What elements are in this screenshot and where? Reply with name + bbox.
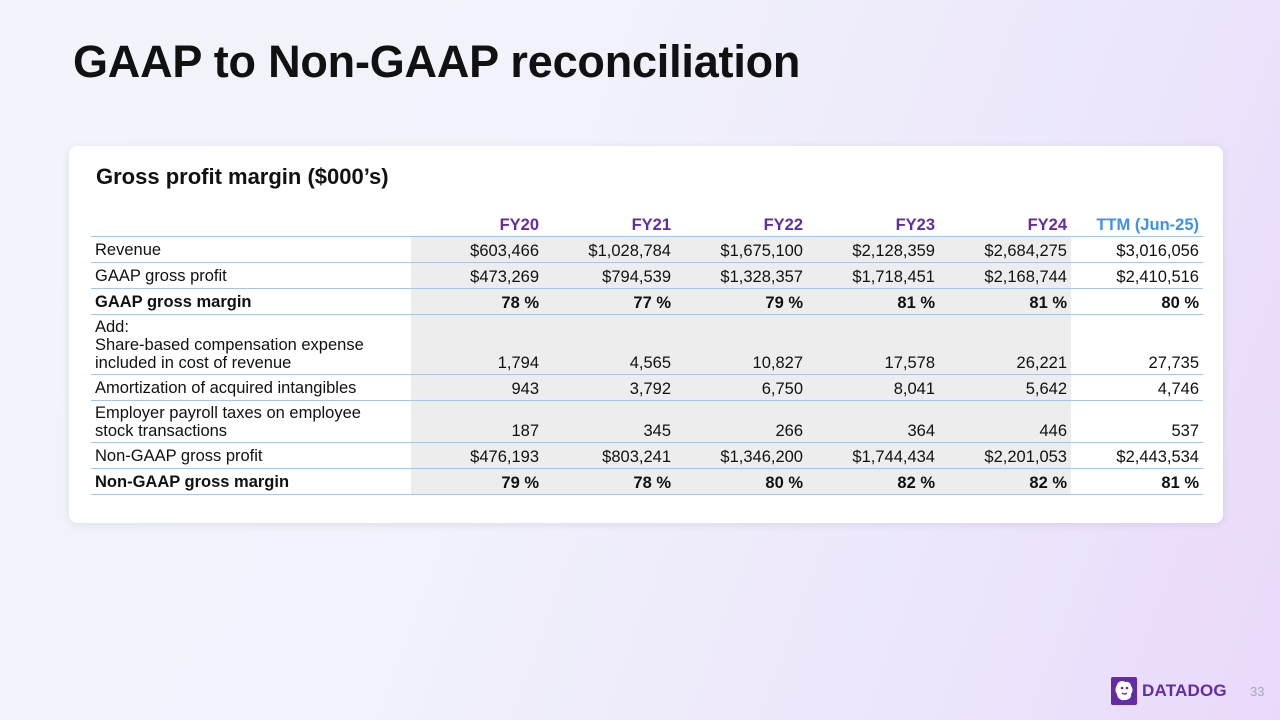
row-label: Add: Share-based compensation expense in… [91,314,411,375]
column-header-fy23: FY23 [895,216,935,234]
datadog-dog-icon [1111,677,1137,705]
datadog-wordmark: DATADOG [1142,681,1227,700]
value-cell: $476,193 [411,442,543,469]
value-cell: 79 % [411,468,543,495]
reconciliation-card: Gross profit margin ($000’s) FY20 FY21 F… [69,146,1223,523]
value-cell: 364 [807,400,939,443]
value-cell: $2,128,359 [807,236,939,263]
value-cell: 6,750 [675,374,807,401]
value-cell: 26,221 [939,314,1071,375]
row-label: Employer payroll taxes on employee stock… [91,400,411,443]
table-row-amortization: Amortization of acquired intangibles 943… [91,374,1203,401]
value-cell: $2,684,275 [939,236,1071,263]
value-cell: 80 % [1071,288,1203,315]
value-cell: 4,746 [1071,374,1203,401]
table-row-revenue: Revenue $603,466 $1,028,784 $1,675,100 $… [91,236,1203,263]
value-cell: $603,466 [411,236,543,263]
value-cell: $2,201,053 [939,442,1071,469]
value-cell: $1,744,434 [807,442,939,469]
value-cell: 81 % [939,288,1071,315]
value-cell: $1,328,357 [675,262,807,289]
table-row-gaap-gross-margin: GAAP gross margin 78 % 77 % 79 % 81 % 81… [91,288,1203,315]
value-cell: 81 % [807,288,939,315]
value-cell: 5,642 [939,374,1071,401]
row-label: Amortization of acquired intangibles [91,374,411,401]
value-cell: 27,735 [1071,314,1203,375]
value-cell: 537 [1071,400,1203,443]
table-row-non-gaap-gross-margin: Non-GAAP gross margin 79 % 78 % 80 % 82 … [91,468,1203,495]
value-cell: 80 % [675,468,807,495]
value-cell: 345 [543,400,675,443]
datadog-logo: DATADOG [1110,676,1227,706]
value-cell: $1,718,451 [807,262,939,289]
table-row-employer-payroll-taxes: Employer payroll taxes on employee stock… [91,400,1203,443]
value-cell: $3,016,056 [1071,236,1203,263]
value-cell: $2,168,744 [939,262,1071,289]
column-header-ttm: TTM (Jun-25) [1096,216,1199,234]
value-cell: 81 % [1071,468,1203,495]
row-label: Revenue [91,236,411,263]
value-cell: $1,346,200 [675,442,807,469]
slide-title: GAAP to Non-GAAP reconciliation [73,36,801,87]
value-cell: 82 % [807,468,939,495]
value-cell: 4,565 [543,314,675,375]
value-cell: 78 % [411,288,543,315]
value-cell: 77 % [543,288,675,315]
column-header-fy24: FY24 [1027,216,1067,234]
value-cell: 10,827 [675,314,807,375]
value-cell: $2,410,516 [1071,262,1203,289]
value-cell: 266 [675,400,807,443]
table-header-row: FY20 FY21 FY22 FY23 FY24 TTM (Jun-25) [91,210,1203,237]
row-label: GAAP gross margin [91,288,411,315]
column-header-fy21: FY21 [631,216,671,234]
row-label: Non-GAAP gross margin [91,468,411,495]
value-cell: 943 [411,374,543,401]
value-cell: $1,675,100 [675,236,807,263]
row-label: Non-GAAP gross profit [91,442,411,469]
value-cell: 8,041 [807,374,939,401]
value-cell: $2,443,534 [1071,442,1203,469]
value-cell: $473,269 [411,262,543,289]
row-label: GAAP gross profit [91,262,411,289]
column-header-fy20: FY20 [499,216,539,234]
column-header-fy22: FY22 [763,216,803,234]
value-cell: 187 [411,400,543,443]
header-label-cell [91,210,411,237]
value-cell: $794,539 [543,262,675,289]
value-cell: $1,028,784 [543,236,675,263]
value-cell: $803,241 [543,442,675,469]
value-cell: 82 % [939,468,1071,495]
table-row-gaap-gross-profit: GAAP gross profit $473,269 $794,539 $1,3… [91,262,1203,289]
value-cell: 446 [939,400,1071,443]
value-cell: 79 % [675,288,807,315]
card-title: Gross profit margin ($000’s) [96,164,389,189]
page-number: 33 [1250,684,1265,699]
value-cell: 3,792 [543,374,675,401]
value-cell: 78 % [543,468,675,495]
table-row-share-based-compensation: Add: Share-based compensation expense in… [91,314,1203,375]
table-row-non-gaap-gross-profit: Non-GAAP gross profit $476,193 $803,241 … [91,442,1203,469]
reconciliation-table: FY20 FY21 FY22 FY23 FY24 TTM (Jun-25) Re… [91,210,1203,495]
value-cell: 17,578 [807,314,939,375]
value-cell: 1,794 [411,314,543,375]
